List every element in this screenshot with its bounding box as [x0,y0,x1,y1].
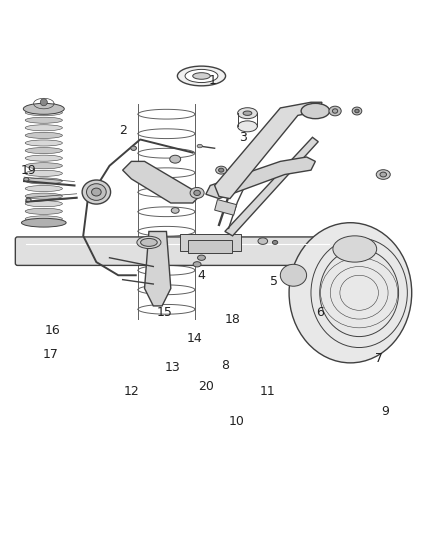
Text: 1: 1 [208,74,216,87]
Ellipse shape [380,172,387,177]
Text: 13: 13 [165,361,181,374]
Ellipse shape [25,216,63,222]
Ellipse shape [198,255,205,260]
Ellipse shape [193,262,201,267]
Ellipse shape [171,207,179,213]
Text: 4: 4 [198,269,205,282]
Ellipse shape [301,103,330,119]
Text: 3: 3 [239,131,247,144]
Ellipse shape [243,111,252,115]
Text: 17: 17 [42,348,58,361]
Text: 6: 6 [316,306,324,319]
Text: 10: 10 [229,416,244,429]
Polygon shape [123,161,201,203]
Ellipse shape [193,72,210,79]
Ellipse shape [131,146,137,150]
Ellipse shape [141,238,157,246]
Ellipse shape [177,66,226,86]
Circle shape [40,99,47,106]
Ellipse shape [25,185,63,191]
Ellipse shape [272,240,278,245]
Ellipse shape [25,148,63,154]
Ellipse shape [237,108,257,119]
Ellipse shape [352,107,362,115]
Bar [215,199,237,215]
Polygon shape [225,138,318,236]
Polygon shape [206,157,315,199]
Ellipse shape [137,236,161,248]
Ellipse shape [26,198,31,201]
Text: 16: 16 [45,324,60,336]
Text: 11: 11 [259,385,275,398]
Ellipse shape [170,155,180,163]
Ellipse shape [289,223,412,363]
Ellipse shape [25,110,63,116]
Ellipse shape [215,166,227,174]
Polygon shape [145,231,171,306]
Ellipse shape [376,169,390,179]
Ellipse shape [185,69,218,83]
Text: 12: 12 [124,385,139,398]
Ellipse shape [237,121,257,132]
Polygon shape [215,102,322,199]
Text: 8: 8 [222,359,230,372]
Ellipse shape [329,106,341,116]
Ellipse shape [25,155,63,161]
Ellipse shape [21,219,66,227]
Ellipse shape [25,171,63,176]
Ellipse shape [194,190,200,196]
Text: 14: 14 [187,332,203,345]
Ellipse shape [355,109,359,113]
Ellipse shape [333,236,377,262]
Ellipse shape [219,168,224,172]
Ellipse shape [25,125,63,131]
Ellipse shape [258,238,268,245]
Text: 9: 9 [381,405,389,417]
Ellipse shape [25,163,63,169]
Text: 18: 18 [224,312,240,326]
Ellipse shape [92,188,101,196]
Ellipse shape [82,180,110,204]
Bar [180,233,241,251]
Ellipse shape [25,140,63,146]
Text: 20: 20 [198,381,214,393]
Text: 7: 7 [375,352,383,365]
Ellipse shape [25,201,63,207]
Ellipse shape [24,177,29,181]
Ellipse shape [197,144,202,148]
FancyBboxPatch shape [15,237,374,265]
Text: 15: 15 [156,306,172,319]
Ellipse shape [25,178,63,184]
Text: 19: 19 [21,164,36,176]
Ellipse shape [25,117,63,123]
Ellipse shape [86,184,106,200]
Text: 5: 5 [270,276,278,288]
Ellipse shape [332,109,338,113]
Ellipse shape [25,132,63,139]
Ellipse shape [23,103,64,114]
Ellipse shape [25,208,63,214]
Text: 2: 2 [119,124,127,137]
Bar [188,240,232,253]
Ellipse shape [280,264,307,286]
Ellipse shape [25,193,63,199]
Ellipse shape [190,188,204,198]
